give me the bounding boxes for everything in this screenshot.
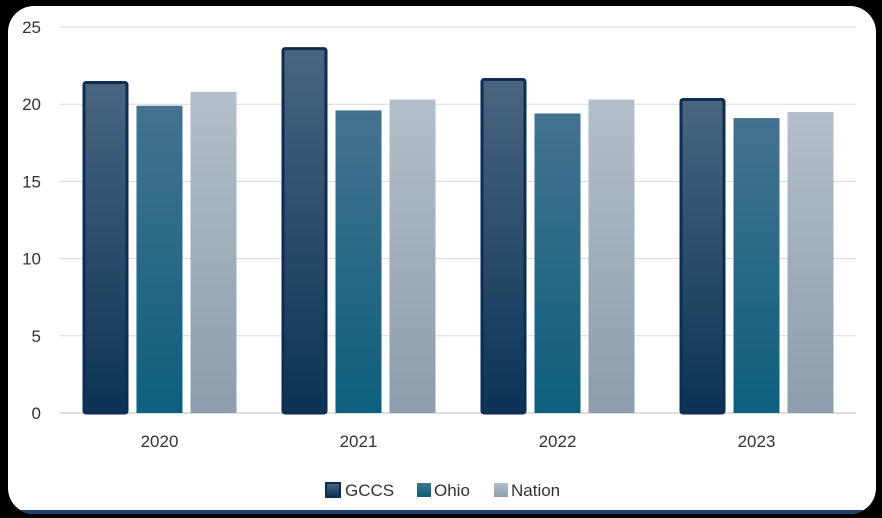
y-tick-label: 15 [22, 172, 41, 191]
x-axis-ticks: 2020 2021 2022 2023 [141, 432, 776, 451]
x-tick-label: 2021 [340, 432, 378, 451]
y-tick-label: 5 [32, 327, 41, 346]
legend-label: Ohio [434, 481, 470, 500]
x-tick-label: 2022 [539, 432, 577, 451]
bottom-accent-strip [8, 510, 876, 514]
legend-item-gccs: GCCS [325, 481, 394, 500]
y-tick-label: 10 [22, 250, 41, 269]
bar-nation-2020 [190, 91, 237, 414]
bar-ohio-2022 [534, 113, 581, 414]
bar-ohio-2021 [335, 110, 382, 413]
y-tick-label: 25 [22, 18, 41, 37]
legend-item-nation: Nation [494, 481, 560, 500]
y-tick-label: 20 [22, 95, 41, 114]
bar-ohio-2020 [136, 105, 183, 413]
chart-frame: 0 5 10 15 20 25 2020 2021 2022 2023 GCCS Ohio Nati… [8, 6, 876, 514]
legend: GCCS Ohio Nation [325, 481, 560, 500]
bar-gccs-2022 [480, 77, 527, 415]
x-tick-label: 2023 [738, 432, 776, 451]
x-tick-label: 2020 [141, 432, 179, 451]
bar-gccs-2023 [679, 98, 726, 415]
legend-swatch [417, 483, 431, 497]
bar-chart: 0 5 10 15 20 25 2020 2021 2022 2023 GCCS Ohio Nati… [22, 18, 856, 500]
legend-item-ohio: Ohio [417, 481, 470, 500]
y-tick-label: 0 [32, 404, 41, 423]
bar-nation-2022 [588, 99, 635, 414]
bar-nation-2021 [389, 99, 436, 414]
bar-nation-2023 [787, 111, 834, 414]
legend-swatch [494, 483, 508, 497]
bars [82, 47, 834, 415]
bar-gccs-2021 [281, 47, 328, 415]
bar-ohio-2023 [733, 118, 780, 413]
bar-gccs-2020 [82, 81, 129, 415]
y-axis-ticks: 0 5 10 15 20 25 [22, 18, 41, 423]
legend-label: Nation [511, 481, 560, 500]
legend-swatch [325, 482, 341, 498]
legend-label: GCCS [345, 481, 394, 500]
